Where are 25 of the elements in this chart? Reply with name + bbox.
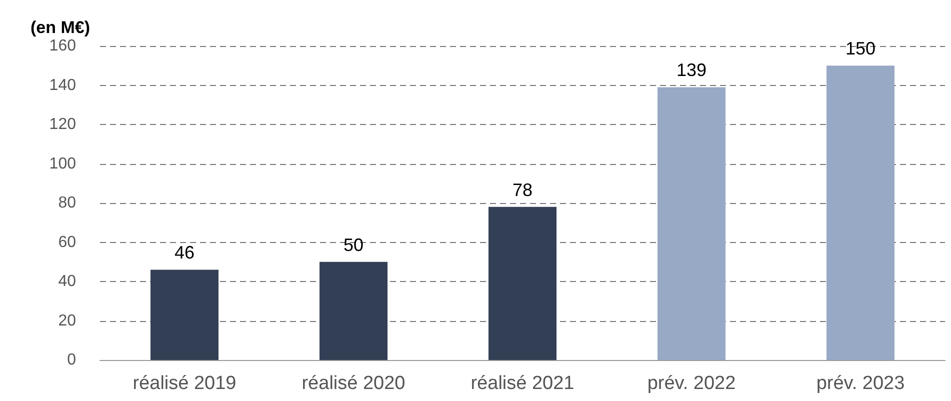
data-label: 150 xyxy=(845,38,876,59)
bar xyxy=(488,206,556,360)
y-tick-label: 80 xyxy=(58,194,76,212)
data-label: 50 xyxy=(343,234,364,255)
y-tick-label: 100 xyxy=(49,155,76,172)
bar xyxy=(320,262,388,360)
y-tick-label: 140 xyxy=(49,76,76,94)
y-tick-label: 0 xyxy=(67,352,76,368)
y-tick-label: 20 xyxy=(58,312,76,330)
x-tick-label: réalisé 2021 xyxy=(470,373,574,394)
x-tick-label: prév. 2023 xyxy=(816,373,905,394)
data-label: 46 xyxy=(174,242,195,263)
x-tick-label: réalisé 2019 xyxy=(132,373,236,394)
y-tick-label: 120 xyxy=(49,116,76,133)
y-axis-title: (en M€) xyxy=(30,18,90,37)
bar xyxy=(826,66,894,360)
data-label: 139 xyxy=(676,60,707,80)
x-tick-label: réalisé 2020 xyxy=(302,373,406,394)
bar xyxy=(658,87,726,360)
x-tick-label: prév. 2022 xyxy=(647,373,736,394)
y-tick-label: 160 xyxy=(49,38,76,54)
y-tick-label: 40 xyxy=(58,273,76,290)
bar xyxy=(150,270,218,360)
y-tick-label: 60 xyxy=(58,234,76,251)
data-label: 78 xyxy=(512,180,533,200)
